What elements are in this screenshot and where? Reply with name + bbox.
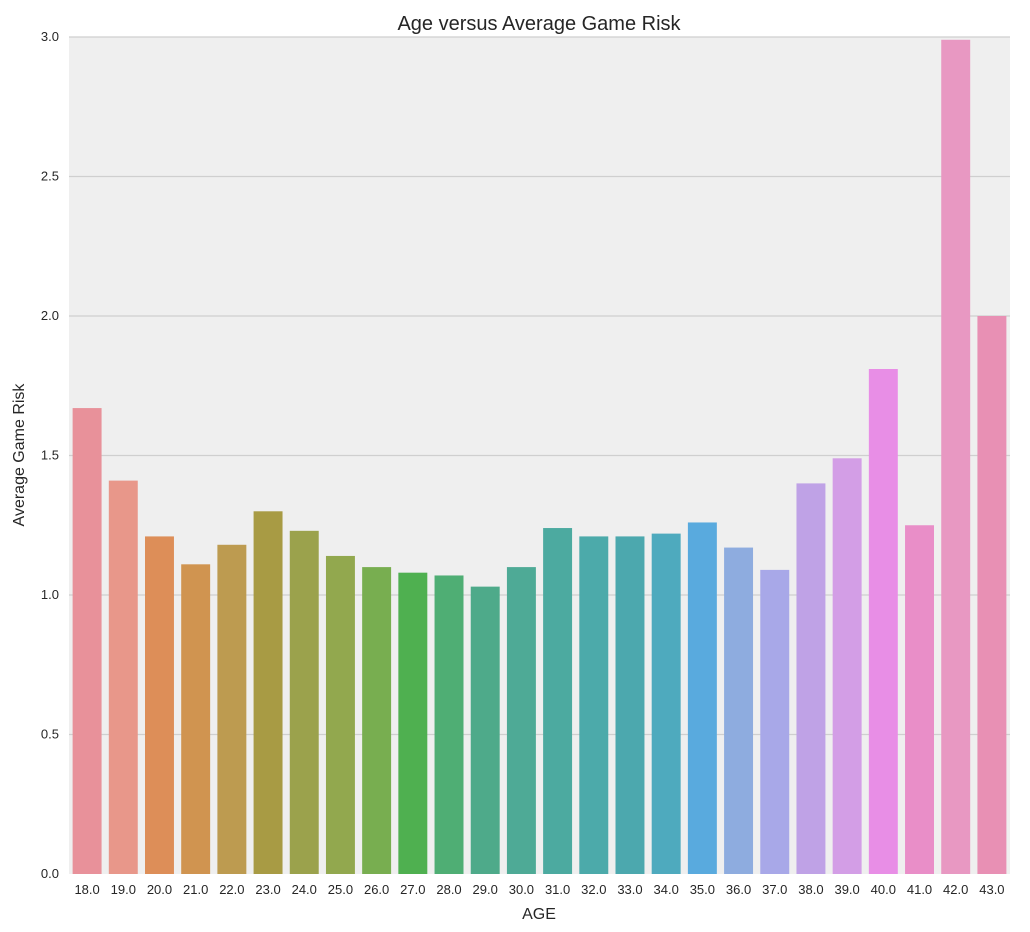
x-tick-label: 35.0 xyxy=(690,882,715,897)
y-tick-label: 1.0 xyxy=(41,587,59,602)
bar xyxy=(868,369,898,874)
x-tick-label: 22.0 xyxy=(219,882,244,897)
x-tick-label: 40.0 xyxy=(871,882,896,897)
x-tick-label: 20.0 xyxy=(147,882,172,897)
bar xyxy=(796,483,826,874)
x-tick-label: 27.0 xyxy=(400,882,425,897)
y-tick-labels: 0.0 0.5 1.0 1.5 2.0 2.5 3.0 xyxy=(41,29,59,881)
bar xyxy=(977,316,1007,874)
bar xyxy=(253,511,283,874)
x-tick-label: 32.0 xyxy=(581,882,606,897)
x-tick-label: 33.0 xyxy=(617,882,642,897)
bar xyxy=(543,528,573,874)
y-tick-label: 0.0 xyxy=(41,866,59,881)
x-tick-label: 24.0 xyxy=(292,882,317,897)
x-tick-label: 37.0 xyxy=(762,882,787,897)
x-tick-label: 29.0 xyxy=(473,882,498,897)
bar xyxy=(434,575,464,874)
bar xyxy=(579,536,609,874)
bar xyxy=(217,544,247,874)
x-tick-label: 31.0 xyxy=(545,882,570,897)
bar xyxy=(760,569,790,874)
x-tick-label: 41.0 xyxy=(907,882,932,897)
bar xyxy=(651,533,681,874)
y-tick-label: 1.5 xyxy=(41,448,59,463)
x-tick-label: 30.0 xyxy=(509,882,534,897)
bar xyxy=(181,564,211,874)
chart-title: Age versus Average Game Risk xyxy=(397,13,681,35)
x-tick-labels: 18.0 19.0 20.0 21.0 22.0 23.0 24.0 25.0 26.0 27.0… xyxy=(74,882,1004,897)
y-tick-label: 2.5 xyxy=(41,169,59,184)
x-tick-label: 43.0 xyxy=(979,882,1004,897)
x-axis-label: AGE xyxy=(522,906,556,923)
x-tick-label: 42.0 xyxy=(943,882,968,897)
bar xyxy=(325,555,355,874)
bar xyxy=(506,567,536,874)
bar xyxy=(832,458,862,874)
bar xyxy=(289,530,319,874)
bar xyxy=(941,39,971,875)
x-tick-label: 39.0 xyxy=(834,882,859,897)
y-axis-label: Average Game Risk xyxy=(11,383,28,527)
bar xyxy=(398,572,428,874)
bar xyxy=(72,408,102,874)
bar xyxy=(687,522,717,874)
bar xyxy=(470,586,500,874)
x-tick-label: 21.0 xyxy=(183,882,208,897)
bar xyxy=(108,480,138,874)
bar xyxy=(362,567,392,874)
x-tick-label: 36.0 xyxy=(726,882,751,897)
x-tick-label: 38.0 xyxy=(798,882,823,897)
x-tick-label: 34.0 xyxy=(654,882,679,897)
y-tick-label: 3.0 xyxy=(41,29,59,44)
bars xyxy=(72,39,1007,875)
x-tick-label: 28.0 xyxy=(436,882,461,897)
x-tick-label: 18.0 xyxy=(74,882,99,897)
x-tick-label: 19.0 xyxy=(111,882,136,897)
x-tick-label: 26.0 xyxy=(364,882,389,897)
x-tick-label: 25.0 xyxy=(328,882,353,897)
x-tick-label: 23.0 xyxy=(255,882,280,897)
y-tick-label: 2.0 xyxy=(41,308,59,323)
bar xyxy=(145,536,174,874)
bar xyxy=(905,525,934,874)
bar xyxy=(724,547,754,874)
bar xyxy=(615,536,645,874)
y-tick-label: 0.5 xyxy=(41,727,59,742)
